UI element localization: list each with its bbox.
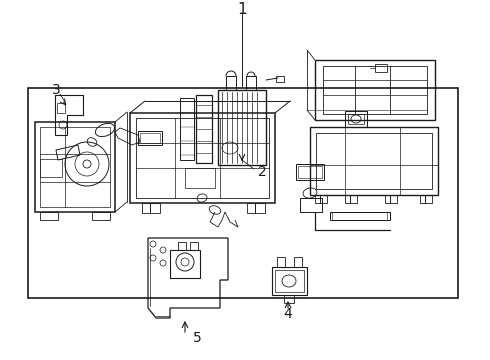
Bar [345, 195, 357, 203]
Bar [294, 257, 302, 267]
Bar [190, 242, 198, 250]
Bar [275, 270, 304, 292]
Bar [226, 76, 236, 90]
Text: 1: 1 [237, 3, 247, 18]
Bar [140, 133, 160, 143]
Bar [247, 203, 265, 213]
Bar [92, 212, 110, 220]
Bar [178, 242, 186, 250]
Bar [276, 76, 284, 82]
Bar [57, 103, 65, 113]
Text: 2: 2 [258, 165, 267, 179]
Bar [138, 131, 162, 145]
Bar [277, 257, 285, 267]
Bar [296, 164, 324, 180]
Bar [196, 95, 212, 163]
Bar [170, 250, 200, 278]
Bar [142, 203, 160, 213]
Bar [420, 195, 432, 203]
Bar [284, 295, 294, 303]
Bar [180, 98, 194, 160]
Bar [315, 195, 327, 203]
Text: 4: 4 [284, 307, 293, 321]
Text: 5: 5 [193, 331, 201, 345]
Bar [375, 64, 387, 72]
Bar [218, 90, 266, 165]
Bar [300, 198, 322, 212]
Text: 3: 3 [51, 83, 60, 97]
Bar [332, 212, 387, 220]
Bar [348, 114, 364, 124]
Bar [246, 76, 256, 90]
Bar [28, 88, 458, 298]
Bar [272, 267, 307, 295]
Bar [345, 111, 367, 127]
Bar [40, 212, 58, 220]
Bar [298, 166, 322, 178]
Bar [40, 159, 62, 177]
Bar [185, 168, 215, 188]
Bar [385, 195, 397, 203]
